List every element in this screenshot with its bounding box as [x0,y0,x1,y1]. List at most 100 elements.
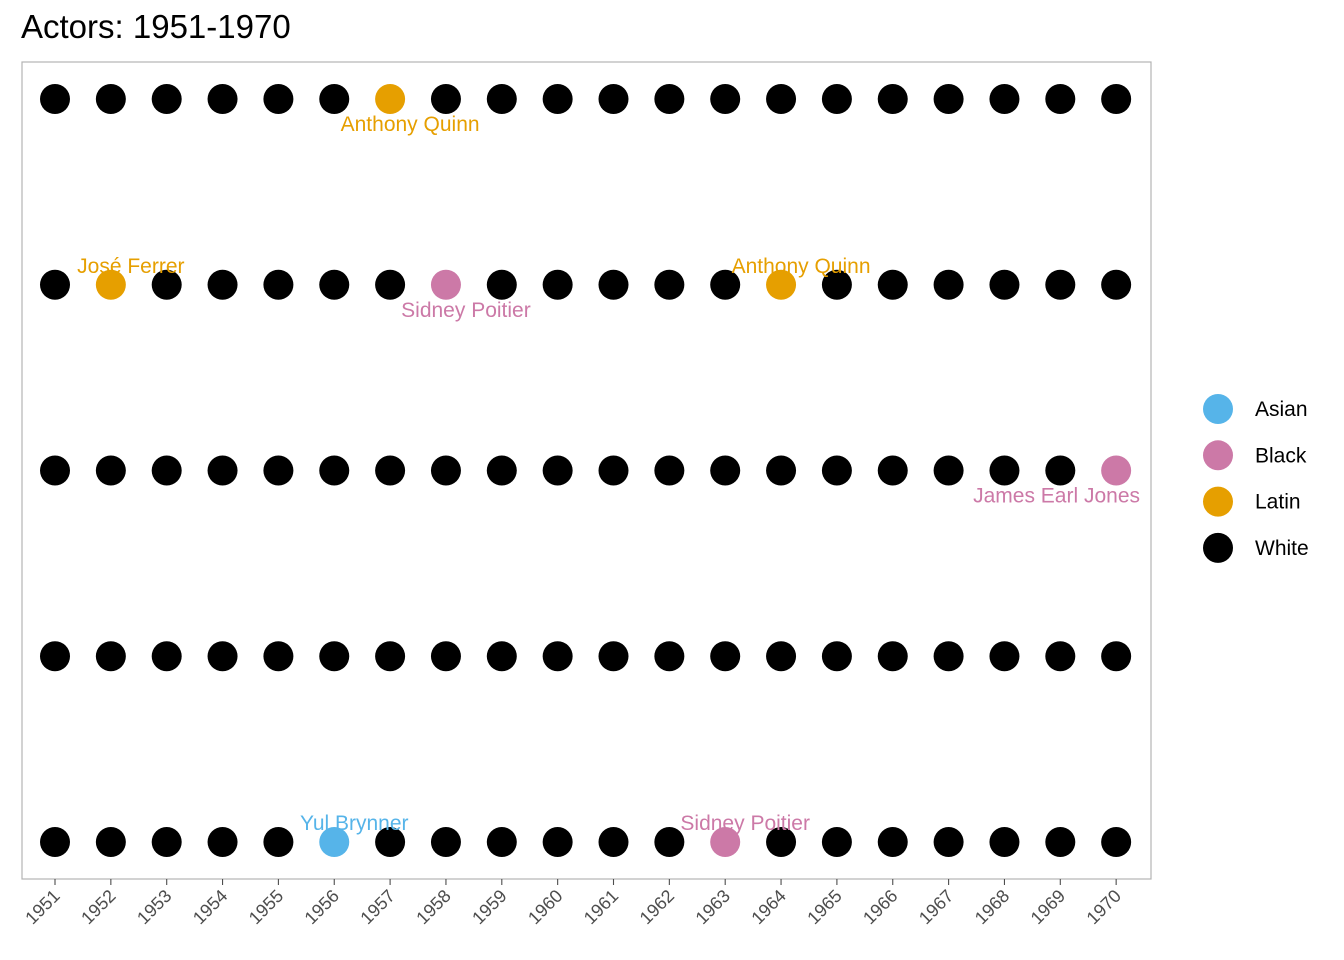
point-1968-row-1 [989,84,1020,114]
point-1962-row-4 [654,641,685,672]
point-1958-row-5 [430,827,461,857]
point-1961-row-2 [598,269,629,300]
x-tick-label-1951: 1951 [21,886,63,928]
point-1956-row-4 [319,641,350,672]
x-tick-label-1964: 1964 [747,886,789,928]
point-1966-row-2 [877,269,908,300]
point-1959-row-2 [486,269,517,300]
point-1964-row-1 [766,84,797,114]
point-1958-row-2 [430,269,461,300]
point-label-1964-row-2: Anthony Quinn [732,255,871,278]
point-1954-row-1 [207,84,238,114]
point-1962-row-2 [654,269,685,300]
point-1964-row-2 [766,269,797,300]
point-1953-row-4 [151,641,182,672]
point-1951-row-3 [40,455,70,486]
point-1965-row-5 [821,827,852,857]
point-1952-row-4 [95,641,126,672]
point-labels-layer: Anthony Quinn José Ferrer Sidney Poitier An… [77,113,1140,835]
point-1952-row-5 [95,827,126,857]
point-1961-row-3 [598,455,629,486]
x-tick-label-1961: 1961 [580,886,622,928]
point-1960-row-3 [542,455,573,486]
x-tick-label-1970: 1970 [1083,886,1125,928]
x-tick-label-1954: 1954 [189,886,231,928]
point-1969-row-4 [1045,641,1076,672]
point-1958-row-3 [430,455,461,486]
x-tick-label-1960: 1960 [524,886,566,928]
point-1963-row-2 [710,269,741,300]
point-1967-row-4 [933,641,964,672]
point-1958-row-4 [430,641,461,672]
point-1960-row-5 [542,827,573,857]
point-1961-row-5 [598,827,629,857]
x-tick-label-1958: 1958 [412,886,454,928]
point-1965-row-3 [821,455,852,486]
point-1955-row-1 [263,84,294,114]
x-tick-label-1962: 1962 [636,886,678,928]
point-1966-row-1 [877,84,908,114]
point-1963-row-5 [710,827,741,857]
point-1964-row-3 [766,455,797,486]
point-1970-row-2 [1101,269,1132,300]
point-1959-row-4 [486,641,517,672]
point-1953-row-2 [151,269,182,300]
point-1964-row-4 [766,641,797,672]
point-1955-row-5 [263,827,294,857]
point-1953-row-3 [151,455,182,486]
x-tick-label-1957: 1957 [356,886,398,928]
point-1954-row-5 [207,827,238,857]
point-1951-row-1 [40,84,70,114]
point-1955-row-2 [263,269,294,300]
point-1967-row-5 [933,827,964,857]
x-tick-label-1953: 1953 [133,886,175,928]
point-1954-row-4 [207,641,238,672]
point-1963-row-1 [710,84,741,114]
x-tick-label-1969: 1969 [1027,886,1069,928]
point-1958-row-1 [430,84,461,114]
point-1962-row-1 [654,84,685,114]
point-1960-row-1 [542,84,573,114]
x-tick-label-1966: 1966 [859,886,901,928]
point-1952-row-3 [95,455,126,486]
point-1969-row-2 [1045,269,1076,300]
point-1964-row-5 [766,827,797,857]
point-1956-row-3 [319,455,350,486]
x-axis: 1951 1952 1953 1954 1955 1956 1957 1958 1959 1960… [21,879,1125,928]
point-1965-row-2 [821,269,852,300]
point-1962-row-5 [654,827,685,857]
point-1957-row-5 [375,827,406,857]
point-1955-row-4 [263,641,294,672]
points-layer [40,84,1132,857]
point-1967-row-3 [933,455,964,486]
point-1970-row-3 [1101,455,1132,486]
point-1957-row-4 [375,641,406,672]
point-1963-row-3 [710,455,741,486]
point-1952-row-2 [95,269,126,300]
point-1951-row-4 [40,641,70,672]
point-1965-row-4 [821,641,852,672]
point-1970-row-5 [1101,827,1132,857]
point-1955-row-3 [263,455,294,486]
point-1957-row-1 [375,84,406,114]
x-tick-label-1967: 1967 [915,886,957,928]
x-tick-label-1963: 1963 [692,886,734,928]
point-label-1963-row-5: Sidney Poitier [680,812,810,835]
point-1960-row-4 [542,641,573,672]
point-1952-row-1 [95,84,126,114]
point-1953-row-5 [151,827,182,857]
point-1959-row-3 [486,455,517,486]
legend-key-latin [1203,486,1233,517]
point-1967-row-2 [933,269,964,300]
point-1965-row-1 [821,84,852,114]
point-label-1958-row-2: Sidney Poitier [401,299,531,322]
legend-key-asian [1203,394,1233,424]
x-tick-label-1968: 1968 [971,886,1013,928]
plot-panel-border [21,61,1152,880]
point-1970-row-1 [1101,84,1132,114]
x-tick-label-1956: 1956 [301,886,343,928]
point-1968-row-3 [989,455,1020,486]
point-1960-row-2 [542,269,573,300]
point-1959-row-5 [486,827,517,857]
